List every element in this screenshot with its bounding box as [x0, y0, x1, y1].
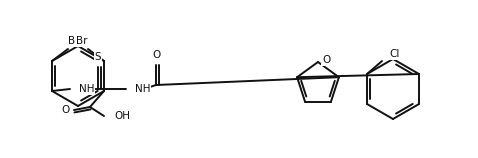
Text: O: O [322, 55, 330, 65]
Text: O: O [152, 50, 160, 60]
Text: OH: OH [114, 111, 130, 121]
Text: O: O [62, 105, 70, 115]
Text: Cl: Cl [389, 49, 400, 59]
Text: Br: Br [76, 36, 87, 46]
Text: Br: Br [68, 36, 80, 46]
Text: NH: NH [135, 84, 151, 94]
Text: NH: NH [79, 84, 95, 94]
Text: S: S [95, 52, 101, 62]
